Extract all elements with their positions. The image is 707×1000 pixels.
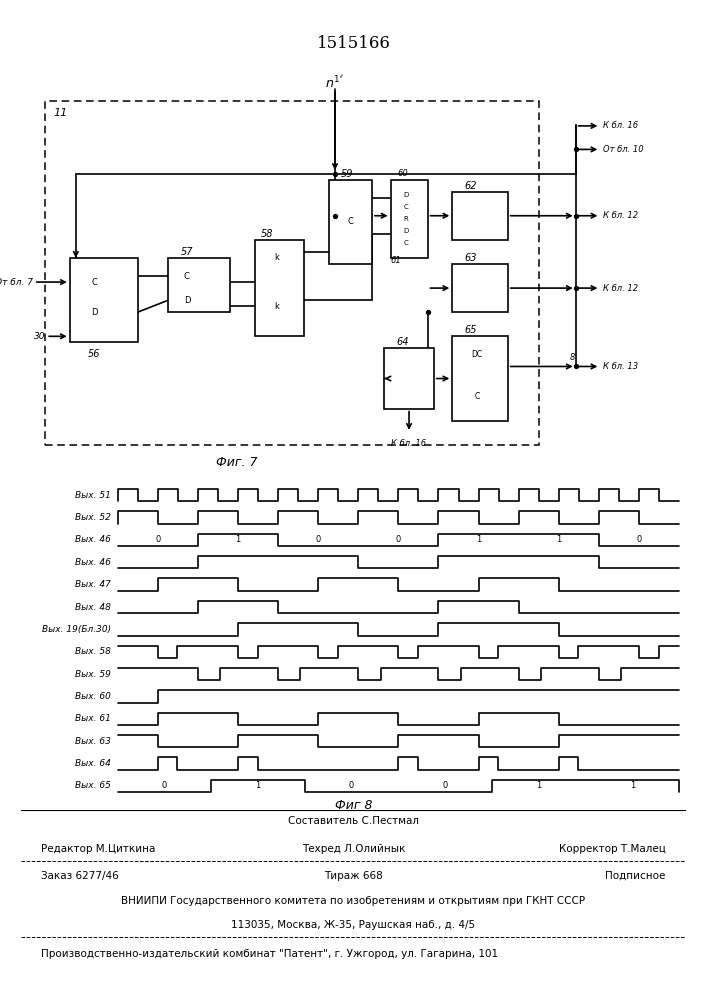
Text: Вых. 47: Вых. 47 — [75, 580, 111, 589]
Text: 0: 0 — [315, 535, 321, 544]
Bar — [390, 180, 428, 258]
Bar — [255, 240, 304, 336]
Text: Тираж 668: Тираж 668 — [324, 871, 383, 881]
Text: C: C — [91, 278, 98, 287]
Text: C: C — [347, 217, 354, 226]
Text: Производственно-издательский комбинат "Патент", г. Ужгород, ул. Гагарина, 101: Производственно-издательский комбинат "П… — [41, 949, 498, 959]
Bar — [168, 258, 230, 312]
Text: 1: 1 — [536, 781, 542, 790]
Bar — [385, 348, 433, 409]
Text: От бл. 10: От бл. 10 — [603, 145, 644, 154]
Text: D: D — [91, 308, 98, 317]
Text: Вых. 65: Вых. 65 — [75, 781, 111, 790]
Text: Вых. 58: Вых. 58 — [75, 647, 111, 656]
Text: 0: 0 — [155, 535, 160, 544]
Text: 65: 65 — [464, 325, 477, 335]
Text: Вых. 48: Вых. 48 — [75, 602, 111, 611]
Text: 1: 1 — [630, 781, 635, 790]
Text: 63: 63 — [464, 253, 477, 263]
Text: C: C — [474, 392, 479, 401]
Text: 8: 8 — [569, 353, 575, 362]
Text: 57: 57 — [181, 247, 193, 257]
Text: Вых. 52: Вых. 52 — [75, 513, 111, 522]
Text: $n^{1^{\prime\prime}}$: $n^{1^{\prime\prime}}$ — [325, 75, 345, 91]
Text: Вых. 19(Бл.30): Вых. 19(Бл.30) — [42, 625, 111, 634]
Text: 59: 59 — [341, 169, 354, 179]
Bar — [452, 192, 508, 240]
Text: Вых. 46: Вых. 46 — [75, 558, 111, 567]
Text: Вых. 63: Вых. 63 — [75, 737, 111, 746]
Text: Техред Л.Олийнык: Техред Л.Олийнык — [302, 844, 405, 854]
Text: 0: 0 — [162, 781, 167, 790]
Text: Вых. 64: Вых. 64 — [75, 759, 111, 768]
Text: 56: 56 — [88, 349, 100, 359]
Text: 61: 61 — [390, 256, 402, 265]
Bar — [45, 101, 539, 445]
Text: К бл. 13: К бл. 13 — [603, 362, 638, 371]
Text: 0: 0 — [443, 781, 448, 790]
Text: 0: 0 — [349, 781, 354, 790]
Text: Вых. 46: Вых. 46 — [75, 535, 111, 544]
Text: 0: 0 — [636, 535, 642, 544]
Text: Вых. 59: Вых. 59 — [75, 670, 111, 679]
Text: Фиг 8: Фиг 8 — [334, 799, 373, 812]
Text: DC: DC — [472, 350, 482, 359]
Text: C: C — [404, 204, 409, 210]
Text: Вых. 60: Вых. 60 — [75, 692, 111, 701]
Text: 0: 0 — [396, 535, 401, 544]
Text: 58: 58 — [261, 229, 274, 239]
Text: К бл. 16: К бл. 16 — [392, 439, 426, 448]
Text: Вых. 61: Вых. 61 — [75, 714, 111, 723]
Text: 1: 1 — [556, 535, 561, 544]
Text: ВНИИПИ Государственного комитета по изобретениям и открытиям при ГКНТ СССР: ВНИИПИ Государственного комитета по изоб… — [122, 896, 585, 906]
Text: 62: 62 — [464, 181, 477, 191]
Text: Фиг. 7: Фиг. 7 — [216, 456, 257, 469]
Text: D: D — [184, 296, 190, 305]
Text: R: R — [404, 216, 409, 222]
Text: Вых. 51: Вых. 51 — [75, 491, 111, 500]
Text: D: D — [403, 228, 409, 234]
Text: 64: 64 — [397, 337, 409, 347]
Text: 11: 11 — [53, 108, 68, 118]
Text: D: D — [403, 192, 409, 198]
Text: 113035, Москва, Ж-35, Раушская наб., д. 4/5: 113035, Москва, Ж-35, Раушская наб., д. … — [231, 920, 476, 930]
Text: 1: 1 — [235, 535, 240, 544]
Text: Редактор М.Циткина: Редактор М.Циткина — [41, 844, 156, 854]
Text: 1515166: 1515166 — [317, 34, 390, 51]
Text: 1: 1 — [255, 781, 261, 790]
Text: k: k — [274, 302, 279, 311]
Text: k: k — [274, 253, 279, 262]
Text: От бл. 7: От бл. 7 — [0, 278, 33, 287]
Bar — [329, 180, 372, 264]
Text: C: C — [404, 240, 409, 246]
Text: Корректор Т.Малец: Корректор Т.Малец — [559, 844, 666, 854]
Text: К бл. 12: К бл. 12 — [603, 284, 638, 293]
Text: C: C — [184, 272, 190, 281]
Text: 60: 60 — [397, 169, 408, 178]
Text: Подписное: Подписное — [605, 871, 666, 881]
Bar — [452, 336, 508, 421]
Bar — [70, 258, 138, 342]
Text: К бл. 16: К бл. 16 — [603, 121, 638, 130]
Text: Составитель С.Пестмал: Составитель С.Пестмал — [288, 816, 419, 826]
Text: Заказ 6277/46: Заказ 6277/46 — [41, 871, 119, 881]
Text: 30: 30 — [33, 332, 45, 341]
Bar — [452, 264, 508, 312]
Text: К бл. 12: К бл. 12 — [603, 211, 638, 220]
Text: 1: 1 — [476, 535, 481, 544]
